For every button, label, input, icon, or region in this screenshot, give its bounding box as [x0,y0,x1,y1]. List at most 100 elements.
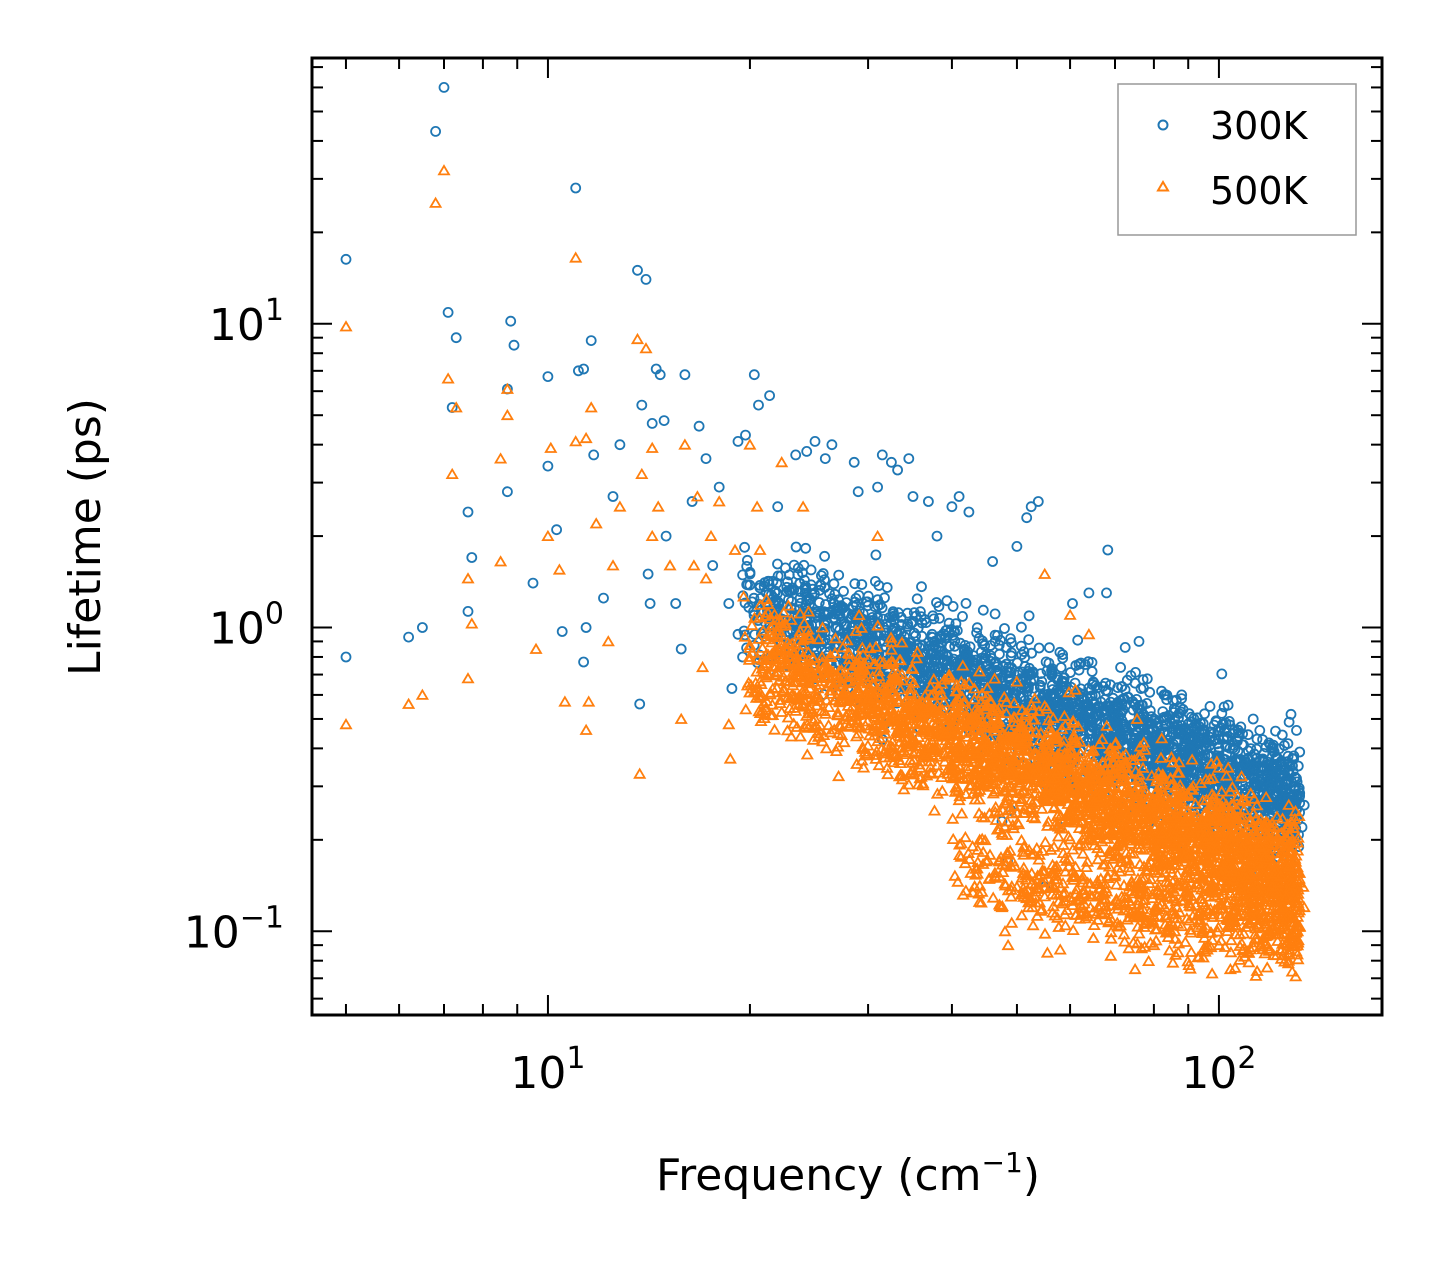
point-300k [542,371,554,383]
point-500k [856,740,870,753]
point-500k [967,693,982,705]
point-300k [551,524,562,536]
point-300k [934,666,946,678]
point-500k [869,640,883,652]
point-300k [1268,804,1279,815]
point-300k [1116,681,1128,692]
point-500k [742,653,756,665]
point-500k [884,631,898,643]
point-300k [872,481,883,493]
point-300k [977,635,988,647]
point-300k [1249,762,1261,774]
point-500k [903,766,917,778]
point-300k [430,125,442,137]
point-500k [876,655,890,668]
point-500k [856,648,870,660]
point-300k [1213,746,1225,758]
point-500k [932,704,946,716]
point-300k [527,577,539,589]
point-300k [805,594,816,605]
point-300k [1208,719,1220,731]
point-500k [1019,707,1033,719]
point-300k [654,369,666,381]
point-300k [977,604,989,616]
point-500k [842,659,856,671]
point-500k [962,779,977,791]
point-500k [839,709,853,721]
point-500k [1259,790,1273,802]
point-300k [1067,698,1078,710]
point-300k [739,597,751,609]
point-300k [1186,764,1197,776]
point-500k [949,685,963,697]
point-300k [1007,688,1019,699]
point-500k [823,684,837,696]
point-300k [1199,750,1211,761]
point-300k [416,622,428,633]
point-300k [646,417,658,429]
point-300k [856,579,868,590]
point-500k [1041,713,1055,726]
point-500k [1006,784,1020,796]
point-300k [770,586,781,597]
point-500k [775,705,789,717]
point-500k [822,700,836,712]
point-500k [763,688,777,700]
point-300k [816,570,827,581]
point-500k [843,720,857,732]
point-500k [784,730,798,742]
point-500k [930,718,944,730]
point-300k [1026,647,1037,659]
point-500k [997,690,1011,702]
point-500k [1106,748,1120,760]
point-500k [1171,809,1185,821]
point-300k [775,570,787,582]
point-500k [1119,789,1133,801]
point-500k [1009,757,1023,769]
point-500k [768,723,782,735]
point-300k [607,491,619,502]
point-500k [1115,780,1129,792]
point-300k [570,182,582,194]
point-300k [809,435,821,447]
point-300k [1219,724,1230,736]
point-300k [1233,727,1244,739]
point-500k [1048,800,1062,812]
point-500k [1210,755,1224,767]
point-300k [1047,684,1059,695]
point-300k [1233,730,1244,742]
point-500k [763,686,777,698]
point-300k [1018,646,1030,657]
point-300k [1161,718,1172,730]
point-300k [1272,786,1284,798]
point-300k [1003,667,1015,679]
point-300k [986,673,998,685]
point-500k [946,812,960,824]
point-300k [1054,646,1066,658]
point-500k [954,675,968,687]
point-300k [1204,701,1216,712]
point-300k [923,636,935,648]
point-300k [1011,541,1023,552]
point-300k [896,619,907,630]
point-300k [792,562,804,574]
point-500k [781,690,795,702]
point-500k [1002,722,1016,734]
point-500k [1247,792,1261,804]
point-300k [1130,667,1141,678]
point-300k [799,587,811,599]
point-300k [1147,742,1159,754]
point-300k [644,598,656,609]
point-500k [1225,780,1239,792]
point-300k [693,420,705,432]
point-300k [1025,501,1037,513]
point-300k [1023,634,1035,645]
point-300k [723,598,735,609]
point-300k [585,335,597,347]
point-300k [438,82,450,93]
point-500k [832,694,846,706]
point-500k [1025,699,1039,711]
point-500k [958,678,972,690]
point-500k [755,641,770,653]
point-300k [936,638,948,649]
